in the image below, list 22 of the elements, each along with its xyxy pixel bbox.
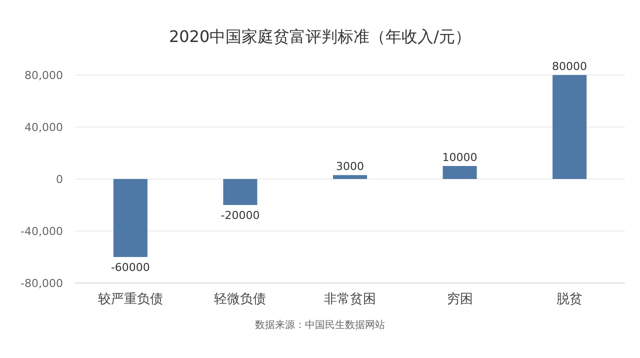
x-tick-label: 脱贫 xyxy=(556,292,583,307)
data-label: -20000 xyxy=(220,209,260,222)
data-label: -60000 xyxy=(110,261,150,274)
x-tick-label: 穷困 xyxy=(446,292,473,307)
y-tick-label: 80,000 xyxy=(24,69,63,82)
y-tick-label: -40,000 xyxy=(20,225,63,238)
y-tick-label: -80,000 xyxy=(20,277,63,290)
bar xyxy=(552,75,587,179)
data-label: 80000 xyxy=(552,60,588,73)
x-tick-label: 非常贫困 xyxy=(324,292,376,307)
data-label: 10000 xyxy=(442,151,478,164)
bar xyxy=(442,166,477,179)
source-note: 数据来源：中国民生数据网站 xyxy=(255,319,385,331)
x-tick-label: 轻微负债 xyxy=(214,292,266,307)
bar xyxy=(113,179,148,257)
bar xyxy=(332,175,368,179)
y-tick-label: 0 xyxy=(56,173,63,186)
data-label: 3000 xyxy=(336,160,364,174)
y-tick-label: 40,000 xyxy=(24,121,63,134)
x-tick-label: 较严重负债 xyxy=(98,292,163,307)
chart-title: 2020中国家庭贫富评判标准（年收入/元） xyxy=(168,27,472,46)
bar xyxy=(223,179,258,205)
